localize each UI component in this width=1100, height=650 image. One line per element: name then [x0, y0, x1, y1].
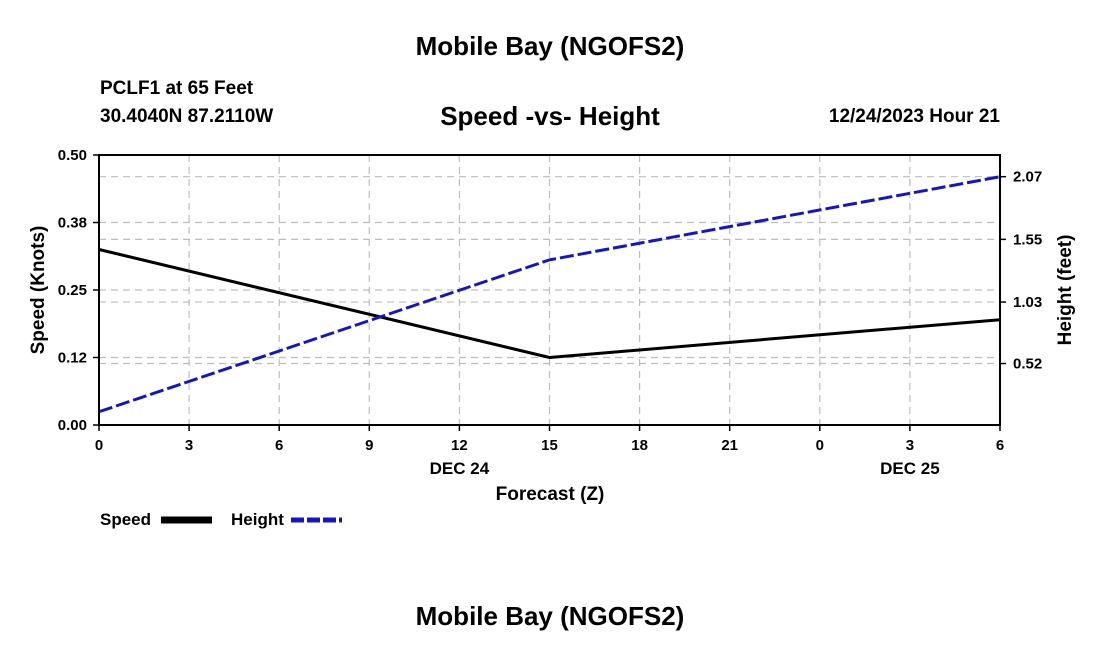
y-tick-label: 0.38 — [58, 215, 87, 232]
x-tick-label: 6 — [996, 437, 1004, 454]
station-coords: 30.4040N 87.2110W — [100, 106, 274, 127]
legend-speed-label: Speed — [100, 510, 151, 529]
x-axis-label: Forecast (Z) — [496, 484, 605, 505]
y2-tick-label: 1.03 — [1013, 294, 1042, 311]
grid-layer — [99, 155, 1000, 425]
x-tick-label: 21 — [721, 437, 738, 454]
x-tick-label: 15 — [541, 437, 558, 454]
y-axis-label: Speed (Knots) — [28, 226, 49, 355]
y-tick-label: 0.00 — [58, 417, 87, 434]
series-line-speed — [98, 248, 1001, 359]
y-tick-label: 0.50 — [58, 147, 87, 164]
x-tick-label: 12 — [451, 437, 468, 454]
series-line-height — [98, 175, 1001, 414]
x-tick-label: 3 — [906, 437, 914, 454]
y-tick-label: 0.25 — [58, 282, 87, 299]
series-layer — [98, 175, 1001, 414]
x-date-label: DEC 25 — [880, 459, 940, 478]
y2-tick-label: 1.55 — [1013, 231, 1042, 248]
y-tick-label: 0.12 — [58, 350, 87, 367]
y2-tick-label: 2.07 — [1013, 169, 1042, 186]
forecast-timestamp: 12/24/2023 Hour 21 — [828, 106, 1000, 127]
axis-layer: 0 3 6 9 12 15 18 21 0 3 6 DEC 24 DEC 25 0.00 0.12 0.25 0… — [58, 147, 1042, 478]
x-tick-label: 3 — [185, 437, 193, 454]
x-tick-label: 6 — [275, 437, 283, 454]
x-tick-label: 18 — [631, 437, 648, 454]
y2-axis-label: Height (feet) — [1055, 235, 1076, 346]
x-tick-label: 0 — [816, 437, 824, 454]
station-label: PCLF1 at 65 Feet — [100, 78, 254, 99]
page-title: Mobile Bay (NGOFS2) — [415, 31, 685, 61]
legend-height-label: Height — [231, 510, 284, 529]
footer-title: Mobile Bay (NGOFS2) — [415, 601, 685, 631]
chart-subtitle: Speed -vs- Height — [440, 101, 660, 131]
x-tick-label: 9 — [365, 437, 373, 454]
legend: Speed Height — [100, 510, 342, 529]
y2-tick-label: 0.52 — [1013, 356, 1042, 373]
speed-height-chart: 0 3 6 9 12 15 18 21 0 3 6 DEC 24 DEC 25 0.00 0.12 0.25 0… — [28, 147, 1076, 529]
x-tick-label: 0 — [95, 437, 103, 454]
x-date-label: DEC 24 — [430, 459, 490, 478]
